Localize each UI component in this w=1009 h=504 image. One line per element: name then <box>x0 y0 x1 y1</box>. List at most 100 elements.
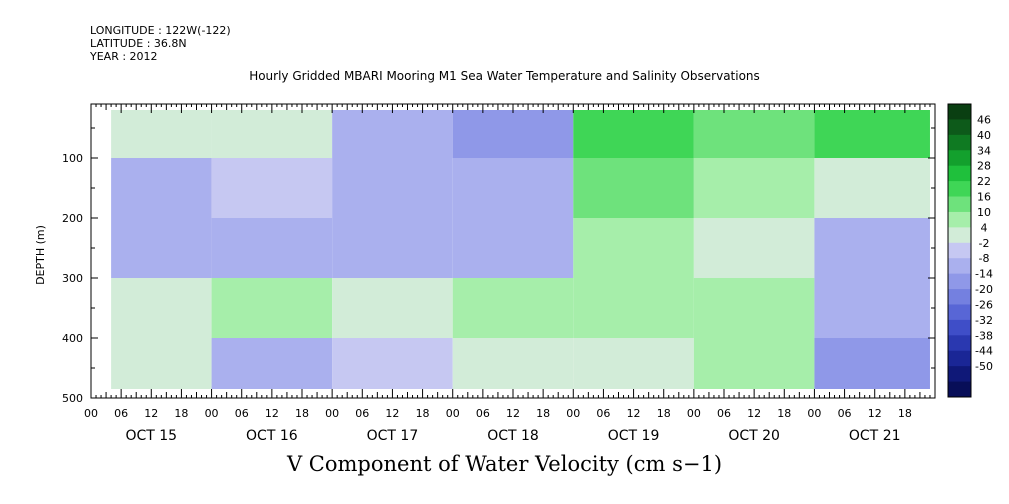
x-hour-label: 06 <box>596 407 610 420</box>
heatmap-cell <box>332 110 453 158</box>
y-axis-label: DEPTH (m) <box>34 225 47 285</box>
x-hour-label: 00 <box>446 407 460 420</box>
colorbar-swatch <box>948 381 971 398</box>
heatmap-cell <box>693 218 815 278</box>
x-hour-label: 12 <box>868 407 882 420</box>
colorbar-swatch <box>948 196 971 213</box>
x-hour-label: 18 <box>416 407 430 420</box>
heatmap-cell <box>332 278 453 338</box>
x-hour-label: 12 <box>265 407 279 420</box>
x-hour-label: 00 <box>325 407 339 420</box>
heatmap-cell <box>452 158 574 218</box>
x-hour-label: 12 <box>506 407 520 420</box>
colorbar-label: 34 <box>977 144 991 157</box>
colorbar-label: 4 <box>981 221 988 234</box>
heatmap-cell <box>111 218 212 278</box>
heatmap-cell <box>573 278 694 338</box>
colorbar-swatch <box>948 319 971 336</box>
x-hour-label: 00 <box>205 407 219 420</box>
colorbar-label: -32 <box>975 314 993 327</box>
x-hour-label: 00 <box>807 407 821 420</box>
heatmap-cell <box>452 278 574 338</box>
x-hour-label: 06 <box>235 407 249 420</box>
colorbar-label: -26 <box>975 298 993 311</box>
colorbar-swatch <box>948 227 971 244</box>
colorbar-label: -8 <box>979 252 990 265</box>
colorbar-swatch <box>948 134 971 151</box>
heatmap-cell <box>452 110 574 158</box>
colorbar-swatch <box>948 181 971 197</box>
x-hour-label: 12 <box>385 407 399 420</box>
x-hour-label: 18 <box>295 407 309 420</box>
heatmap-cell <box>573 218 694 278</box>
colorbar-swatch <box>948 366 971 382</box>
heatmap-cell <box>814 158 930 218</box>
heatmap-cell <box>211 218 333 278</box>
x-hour-label: 06 <box>838 407 852 420</box>
x-hour-label: 12 <box>144 407 158 420</box>
x-date-label: OCT 20 <box>728 428 780 444</box>
colorbar-swatch <box>948 304 971 321</box>
latitude-label: LATITUDE : 36.8N <box>90 37 187 50</box>
x-hour-label: 00 <box>687 407 701 420</box>
heatmap-cell <box>211 110 333 158</box>
heatmap-cell <box>332 158 453 218</box>
colorbar-swatch <box>948 165 971 182</box>
heatmap-cell <box>693 158 815 218</box>
colorbar-label: -38 <box>975 329 993 342</box>
colorbar-swatch <box>948 242 971 259</box>
colorbar-label: 22 <box>977 175 991 188</box>
heatmap-cell <box>111 158 212 218</box>
colorbar-label: -44 <box>975 345 993 358</box>
x-date-label: OCT 18 <box>487 428 539 444</box>
colorbar-label: 16 <box>977 191 991 204</box>
colorbar-swatch <box>948 150 971 167</box>
colorbar-swatch <box>948 258 971 275</box>
colorbar-swatch <box>948 104 971 120</box>
x-hour-label: 00 <box>566 407 580 420</box>
heatmap-cell <box>573 110 694 158</box>
heatmap-cell <box>332 218 453 278</box>
x-hour-label: 18 <box>657 407 671 420</box>
heatmap-cell <box>211 338 333 389</box>
heatmap-cell <box>693 278 815 338</box>
x-date-label: OCT 21 <box>849 428 901 444</box>
heatmap-cell <box>693 110 815 158</box>
x-date-label: OCT 16 <box>246 428 298 444</box>
heatmap-cell <box>573 158 694 218</box>
x-hour-label: 12 <box>627 407 641 420</box>
colorbar-swatch <box>948 273 971 290</box>
x-date-label: OCT 19 <box>608 428 660 444</box>
heatmap-cell <box>332 338 453 389</box>
colorbar-swatch <box>948 211 971 228</box>
heatmap-cell <box>111 110 212 158</box>
x-hour-label: 18 <box>174 407 188 420</box>
y-tick-label: 300 <box>62 272 83 285</box>
x-axis-label: V Component of Water Velocity (cm s−1) <box>286 452 723 476</box>
heatmap-cell <box>814 110 930 158</box>
heatmap-cell <box>211 278 333 338</box>
heatmap-cell <box>814 338 930 389</box>
y-tick-label: 200 <box>62 212 83 225</box>
colorbar-label: 28 <box>977 160 991 173</box>
x-hour-label: 00 <box>84 407 98 420</box>
colorbar-swatch <box>948 350 971 367</box>
year-label: YEAR : 2012 <box>90 50 158 63</box>
chart-title: Hourly Gridded MBARI Mooring M1 Sea Wate… <box>249 69 760 83</box>
heatmap-cell <box>111 338 212 389</box>
colorbar-label: -20 <box>975 283 993 296</box>
colorbar-label: 10 <box>977 206 991 219</box>
heatmap-cell <box>452 338 574 389</box>
metadata-block: LONGITUDE : 122W(-122) LATITUDE : 36.8N … <box>90 24 231 63</box>
heatmap-cell <box>693 338 815 389</box>
y-tick-label: 400 <box>62 332 83 345</box>
heatmap-cell <box>211 158 333 218</box>
colorbar-frame <box>947 103 972 398</box>
x-hour-label: 06 <box>476 407 490 420</box>
colorbar-label: -2 <box>979 237 990 250</box>
y-tick-label: 500 <box>62 392 83 405</box>
x-hour-label: 06 <box>114 407 128 420</box>
x-date-label: OCT 17 <box>367 428 419 444</box>
x-hour-label: 18 <box>777 407 791 420</box>
